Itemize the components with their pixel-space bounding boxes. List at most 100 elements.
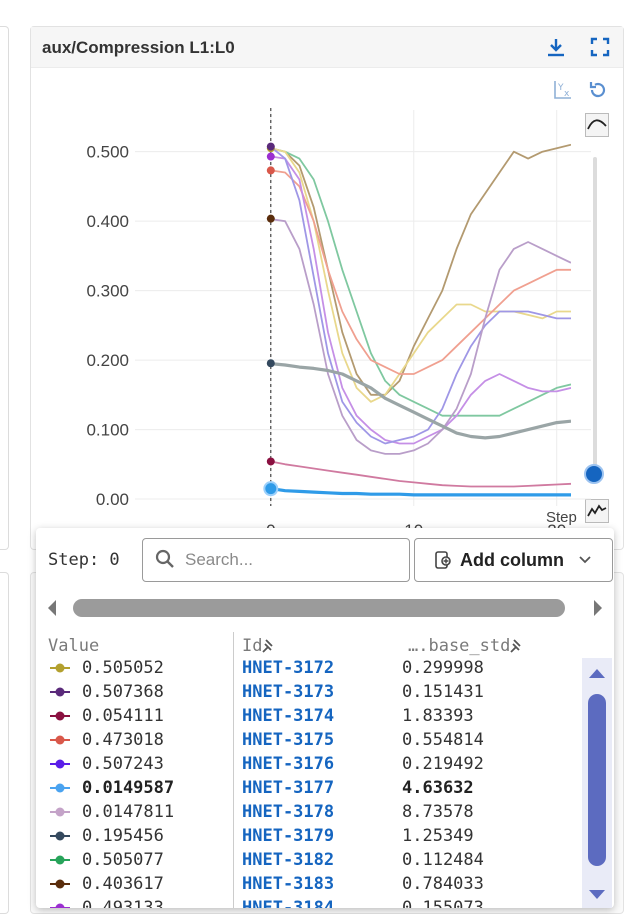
series-marker-icon — [50, 660, 70, 674]
row-value: 0.507243 — [82, 754, 164, 774]
download-icon[interactable] — [545, 36, 567, 58]
search-field[interactable] — [142, 538, 410, 582]
table-row[interactable]: 0.0149587 HNET-3177 4.63632 — [36, 776, 584, 800]
row-id-link[interactable]: HNET-3172 — [242, 658, 335, 678]
cursor-point — [266, 166, 275, 175]
svg-text:Y: Y — [557, 83, 564, 93]
series-marker-icon — [50, 780, 70, 794]
scroll-left-arrow-icon[interactable] — [46, 599, 58, 622]
y-tick-label: 0.100 — [86, 421, 129, 440]
row-value: 0.505052 — [82, 658, 164, 678]
series-line — [270, 146, 571, 445]
row-base-std: 1.25349 — [402, 826, 474, 846]
row-id-link[interactable]: HNET-3182 — [242, 850, 335, 870]
series-marker-icon — [50, 852, 70, 866]
smoothing-slider-track[interactable] — [593, 157, 597, 473]
smoothing-raw-icon[interactable] — [585, 499, 609, 523]
step-tooltip-panel: Step: 0 Add column Value Id ….base_std 0… — [36, 528, 614, 908]
row-base-std: 0.554814 — [402, 730, 484, 750]
row-id-link[interactable]: HNET-3173 — [242, 682, 335, 702]
scroll-down-arrow-icon[interactable] — [588, 888, 606, 906]
table-row[interactable]: 0.403617 HNET-3183 0.784033 — [36, 872, 584, 896]
row-value: 0.403617 — [82, 874, 164, 894]
column-header-value[interactable]: Value — [48, 636, 100, 656]
table-row[interactable]: 0.0147811 HNET-3178 8.73578 — [36, 800, 584, 824]
table-row[interactable]: 0.473018 HNET-3175 0.554814 — [36, 728, 584, 752]
table-row[interactable]: 0.507368 HNET-3173 0.151431 — [36, 680, 584, 704]
add-column-button[interactable]: Add column — [414, 538, 613, 582]
pin-icon[interactable] — [262, 638, 276, 658]
smoothing-curve-icon[interactable] — [585, 113, 609, 137]
column-header-id[interactable]: Id — [242, 636, 276, 658]
column-header-id-label: Id — [242, 636, 263, 656]
y-tick-label: 0.00 — [96, 490, 129, 509]
chevron-down-icon — [578, 553, 592, 572]
reset-zoom-icon[interactable] — [587, 79, 609, 101]
series-line — [270, 169, 571, 375]
line-chart[interactable]: 0.00 0.100 0.200 0.300 0.400 0.500 0 10 20 — [31, 68, 591, 528]
row-id-link[interactable]: HNET-3177 — [242, 778, 335, 798]
series-marker-icon — [50, 828, 70, 842]
row-value: 0.0147811 — [82, 802, 175, 822]
row-base-std: 0.299998 — [402, 658, 484, 678]
scroll-up-arrow-icon[interactable] — [588, 666, 606, 684]
column-divider — [233, 632, 234, 908]
row-value: 0.493133 — [82, 898, 164, 908]
cursor-point — [266, 214, 275, 223]
row-id-link[interactable]: HNET-3178 — [242, 802, 335, 822]
series-marker-icon — [50, 876, 70, 890]
cursor-point — [263, 481, 279, 497]
series-line — [270, 147, 571, 403]
row-base-std: 0.155073 — [402, 898, 484, 908]
series-marker-icon — [50, 732, 70, 746]
series-line — [270, 155, 571, 445]
row-id-link[interactable]: HNET-3184 — [242, 898, 335, 908]
column-header-base-std[interactable]: ….base_std — [408, 636, 524, 658]
row-id-link[interactable]: HNET-3176 — [242, 754, 335, 774]
row-id-link[interactable]: HNET-3183 — [242, 874, 335, 894]
row-value: 0.195456 — [82, 826, 164, 846]
row-base-std: 0.151431 — [402, 682, 484, 702]
horizontal-scrollbar[interactable] — [46, 594, 606, 622]
cursor-point — [266, 457, 275, 466]
neighbor-card-fragment — [0, 26, 9, 550]
row-id-link[interactable]: HNET-3174 — [242, 706, 335, 726]
table-row[interactable]: 0.507243 HNET-3176 0.219492 — [36, 752, 584, 776]
table-row[interactable]: 0.493133 HNET-3184 0.155073 — [36, 896, 584, 908]
x-tick-label: 10 — [404, 521, 423, 528]
y-tick-label: 0.200 — [86, 351, 129, 370]
vertical-scrollbar[interactable] — [582, 658, 612, 908]
row-value: 0.054111 — [82, 706, 164, 726]
row-value: 0.505077 — [82, 850, 164, 870]
cursor-point — [266, 152, 275, 161]
table-row[interactable]: 0.505052 HNET-3172 0.299998 — [36, 656, 584, 680]
y-tick-label: 0.400 — [86, 212, 129, 231]
search-icon — [155, 549, 175, 574]
smoothing-slider-handle[interactable] — [584, 464, 604, 484]
vertical-scrollbar-thumb[interactable] — [588, 694, 606, 866]
pin-icon[interactable] — [510, 638, 524, 658]
row-id-link[interactable]: HNET-3179 — [242, 826, 335, 846]
series-line — [270, 218, 571, 455]
y-tick-label: 0.500 — [86, 143, 129, 162]
column-header-base-std-label: ….base_std — [408, 636, 511, 656]
row-base-std: 4.63632 — [402, 778, 474, 798]
row-value: 0.507368 — [82, 682, 164, 702]
row-base-std: 1.83393 — [402, 706, 474, 726]
table-row[interactable]: 0.054111 HNET-3174 1.83393 — [36, 704, 584, 728]
series-marker-icon — [50, 804, 70, 818]
horizontal-scrollbar-thumb[interactable] — [73, 599, 565, 617]
fullscreen-icon[interactable] — [589, 36, 611, 58]
scroll-right-arrow-icon[interactable] — [592, 599, 604, 622]
row-value: 0.473018 — [82, 730, 164, 750]
search-input[interactable] — [183, 549, 402, 571]
row-id-link[interactable]: HNET-3175 — [242, 730, 335, 750]
series-marker-icon — [50, 900, 70, 908]
table-row[interactable]: 0.195456 HNET-3179 1.25349 — [36, 824, 584, 848]
table-row[interactable]: 0.505077 HNET-3182 0.112484 — [36, 848, 584, 872]
y-tick-label: 0.300 — [86, 282, 129, 301]
row-base-std: 0.784033 — [402, 874, 484, 894]
row-value: 0.0149587 — [82, 778, 175, 798]
